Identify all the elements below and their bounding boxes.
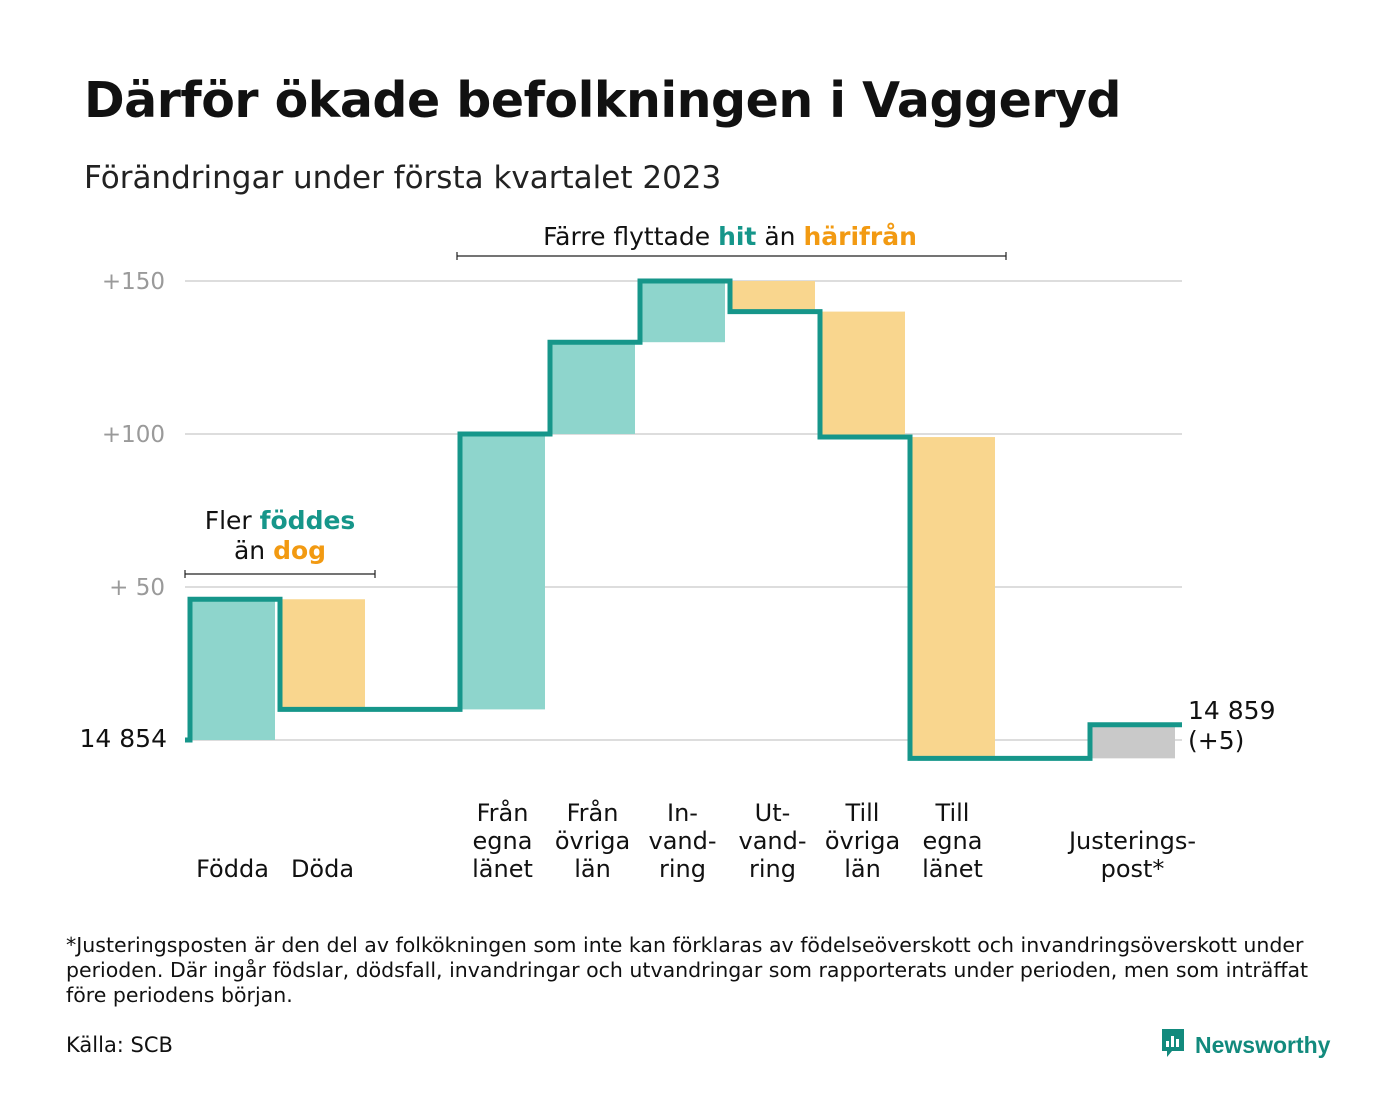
- bar-justeringspost-: [1090, 724, 1175, 759]
- newsworthy-logo-icon: [1160, 1027, 1186, 1063]
- newsworthy-brand: Newsworthy: [1160, 1028, 1330, 1062]
- end-value-label: 14 859: [1188, 696, 1275, 725]
- category-label: ring: [659, 855, 706, 883]
- category-label: Från: [477, 798, 529, 827]
- chart-title: Därför ökade befolkningen i Vaggeryd: [84, 72, 1122, 129]
- bar-från-egna-länet: [460, 434, 545, 710]
- births-bracket: [184, 570, 376, 578]
- y-tick-labels: + 50 +100 +150: [102, 269, 165, 601]
- migration-bracket: [456, 252, 1007, 260]
- category-label: vand-: [738, 827, 806, 855]
- category-label: egna: [473, 827, 533, 855]
- category-labels: Födda DödaFrånegnalänetFrånövrigalänIn-va…: [196, 798, 1196, 883]
- brand-name: Newsworthy: [1195, 1031, 1331, 1058]
- base-value-label: 14 854: [80, 724, 167, 753]
- running-total-line: [185, 278, 1182, 761]
- category-label: Från: [567, 798, 619, 827]
- running-total-path: [185, 278, 1182, 761]
- category-label: In-: [667, 799, 698, 827]
- y-tick-label: +150: [102, 269, 165, 295]
- category-label: Till: [845, 799, 880, 827]
- waterfall-bars: [190, 281, 1175, 759]
- migration-annotation: Färre flyttade hit än härifrån: [543, 222, 917, 251]
- category-label: Födda: [196, 855, 269, 883]
- y-tick-label: +100: [102, 422, 165, 448]
- category-label: post*: [1101, 855, 1165, 883]
- category-label: övriga: [825, 827, 900, 855]
- end-change-label: (+5): [1188, 726, 1244, 755]
- bar-till-egna-länet: [910, 437, 995, 759]
- bar-till-övriga-län: [820, 311, 905, 438]
- bar-döda: [280, 599, 365, 710]
- bar-från-övriga-län: [550, 342, 635, 434]
- category-label: Justerings-: [1067, 827, 1196, 855]
- bar-in-vandring: [640, 281, 725, 343]
- category-label: län: [844, 855, 881, 883]
- footnote: *Justeringsposten är den del av folkökni…: [66, 933, 1309, 1007]
- category-label: Till: [935, 799, 970, 827]
- category-label: övriga: [555, 827, 630, 855]
- bar-födda: [190, 599, 275, 740]
- category-label: län: [574, 855, 611, 883]
- source-note: Källa: SCB: [66, 1033, 173, 1057]
- category-label: länet: [472, 855, 533, 883]
- category-label: Döda: [291, 855, 354, 883]
- category-label: Ut-: [755, 799, 791, 827]
- y-tick-label: + 50: [109, 575, 165, 601]
- category-label: ring: [749, 855, 796, 883]
- births-annotation-line1: Fler föddes: [205, 506, 356, 535]
- bar-ut-vandring: [730, 281, 815, 312]
- births-annotation-line2: än dog: [234, 536, 326, 565]
- category-label: vand-: [648, 827, 716, 855]
- waterfall-chart: + 50+100+150 Födda DödaFrånegnalänetFrånö…: [80, 222, 1276, 883]
- chart-subtitle: Förändringar under första kvartalet 2023: [84, 160, 722, 196]
- category-label: egna: [923, 827, 983, 855]
- annotations: Fler föddes än dog Färre flyttade hit än…: [184, 222, 1007, 578]
- category-label: länet: [922, 855, 983, 883]
